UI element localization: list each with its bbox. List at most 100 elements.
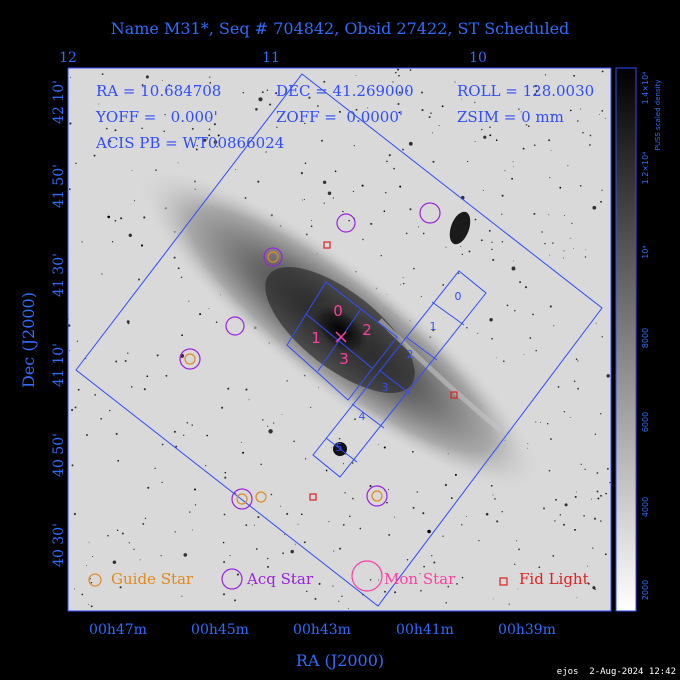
background-star — [310, 220, 312, 221]
background-star — [142, 522, 145, 525]
background-star — [208, 308, 210, 310]
acis-s-label-0: 0 — [455, 290, 462, 303]
legend-acq-label: Acq Star — [246, 570, 314, 588]
background-star — [522, 147, 525, 150]
background-star — [378, 443, 380, 445]
background-star — [369, 579, 372, 581]
background-star — [595, 322, 597, 324]
background-star — [605, 492, 607, 495]
left-tick-label: 42 10' — [51, 80, 67, 124]
background-star — [199, 313, 202, 316]
guide-star[interactable] — [184, 353, 196, 365]
background-star — [318, 582, 321, 585]
acq-star[interactable] — [419, 202, 441, 224]
acq-star[interactable] — [225, 316, 245, 336]
background-star — [174, 531, 176, 533]
background-star — [549, 438, 552, 440]
info-ra: RA = 10.684708 — [96, 82, 221, 100]
background-star — [386, 502, 388, 504]
background-star — [501, 240, 504, 243]
background-star — [385, 191, 387, 194]
background-star — [367, 107, 369, 109]
background-star — [276, 126, 278, 128]
background-star — [482, 189, 484, 191]
background-star — [555, 498, 557, 501]
fid-light[interactable] — [323, 241, 331, 249]
background-star — [233, 599, 237, 602]
background-star — [224, 476, 227, 479]
background-star — [235, 169, 237, 171]
background-star — [338, 600, 340, 602]
background-star — [501, 194, 504, 197]
background-star — [519, 281, 522, 284]
background-star — [91, 556, 93, 558]
background-star — [205, 464, 207, 467]
colorbar-label: PUSS scaled density — [654, 80, 662, 151]
background-star — [305, 590, 308, 593]
background-star — [352, 497, 354, 500]
background-star — [191, 529, 193, 531]
background-star — [144, 517, 147, 520]
acq-star[interactable] — [366, 485, 388, 507]
background-star — [188, 300, 190, 302]
background-star — [580, 108, 582, 110]
background-star — [267, 425, 269, 427]
background-star — [444, 483, 447, 487]
background-star — [355, 108, 358, 111]
background-star — [398, 91, 401, 94]
colorbar-tick-label: 1.2×10⁴ — [641, 152, 650, 185]
background-star — [454, 81, 456, 83]
background-star — [101, 273, 103, 275]
fid-light[interactable] — [309, 493, 317, 501]
background-star — [420, 589, 422, 592]
background-star — [355, 75, 357, 77]
background-star — [194, 488, 196, 491]
legend-fid-symbol — [499, 577, 508, 586]
bottom-tick-label: 00h39m — [498, 622, 556, 638]
background-star — [163, 130, 165, 133]
background-star — [447, 585, 450, 588]
background-star — [577, 387, 579, 390]
background-star — [399, 185, 402, 188]
background-star — [550, 149, 552, 151]
background-star — [124, 360, 127, 362]
guide-star[interactable] — [255, 491, 267, 503]
guide-star[interactable] — [267, 251, 279, 263]
bottom-tick-label: 00h45m — [191, 622, 249, 638]
bottom-tick-label: 00h47m — [89, 622, 147, 638]
background-star — [257, 180, 260, 183]
background-star — [567, 165, 569, 167]
background-star — [71, 464, 74, 467]
colorbar-tick-label: 10⁴ — [641, 245, 650, 258]
background-star — [405, 232, 408, 235]
background-star — [121, 532, 124, 535]
acq-star[interactable] — [336, 213, 356, 233]
background-star — [208, 134, 211, 137]
guide-star[interactable] — [236, 493, 248, 505]
background-star — [577, 360, 579, 362]
acq-star[interactable] — [179, 348, 201, 370]
background-star — [575, 491, 577, 493]
background-star — [126, 320, 130, 324]
info-acis-pb: ACIS PB = WT00866024 — [95, 134, 284, 152]
info-yoff: YOFF = 0.000' — [95, 108, 218, 126]
background-star — [501, 510, 503, 513]
background-star — [71, 408, 74, 412]
guide-star[interactable] — [371, 490, 383, 502]
background-star — [384, 590, 386, 593]
background-star — [474, 101, 476, 104]
background-star — [549, 254, 551, 256]
acq-star[interactable] — [263, 247, 283, 267]
background-star — [115, 432, 118, 435]
background-star — [596, 472, 599, 474]
fid-light[interactable] — [450, 391, 458, 399]
background-star — [68, 324, 71, 327]
background-star — [579, 184, 582, 187]
acq-star[interactable] — [231, 488, 253, 510]
background-star — [495, 139, 498, 141]
background-star — [597, 497, 600, 500]
background-star — [398, 74, 400, 77]
background-star — [266, 557, 269, 560]
background-star — [402, 148, 404, 151]
background-star — [342, 523, 345, 526]
